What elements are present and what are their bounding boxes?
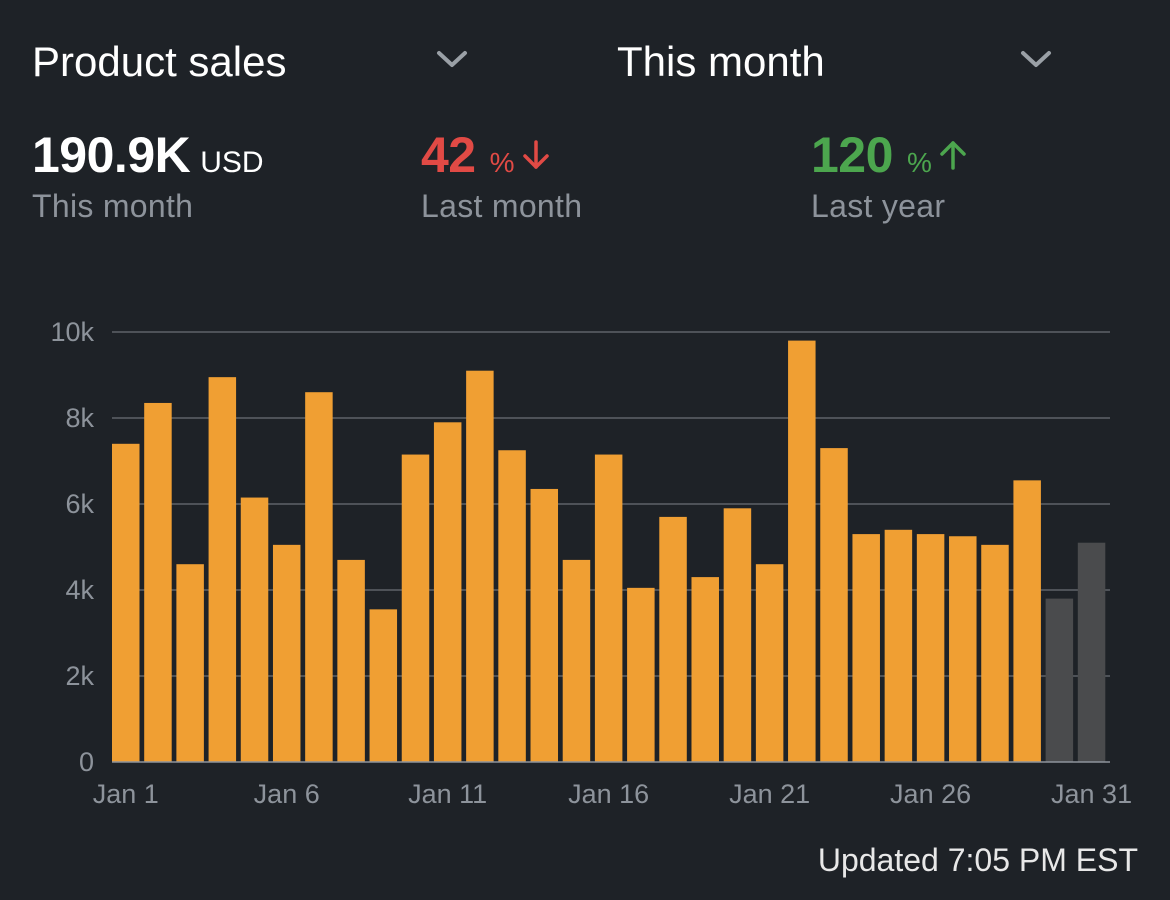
chart-bars [112,340,1110,763]
x-tick-label: Jan 1 [93,779,159,809]
last-year-change-unit: % [906,147,932,178]
bar[interactable] [659,516,687,762]
total-value: 190.9K [32,127,191,183]
last-month-change-value: 42 [421,127,476,183]
y-tick-label: 2k [65,661,94,691]
bar[interactable] [1077,542,1106,762]
total-unit: USD [200,146,264,179]
chevron-down-icon [437,51,467,67]
x-tick-label: Jan 6 [254,779,320,809]
bar[interactable] [949,536,977,762]
x-tick-label: Jan 21 [729,779,810,809]
last-year-change-value: 120 [811,127,893,183]
metric-dropdown[interactable]: Product sales [32,36,472,88]
bar[interactable] [498,450,526,762]
x-tick-label: Jan 16 [568,779,649,809]
bar[interactable] [144,402,172,762]
bar[interactable] [916,534,945,762]
bar[interactable] [1013,480,1041,762]
bar[interactable] [627,587,655,762]
bar[interactable] [369,609,398,762]
last-year-caption: Last year [811,188,946,224]
bar[interactable] [530,488,559,762]
arrow-down-icon [522,140,549,169]
chart-x-axis: Jan 1 Jan 6 Jan 11 Jan 16 Jan 21 Jan 26 Jan 31 [93,779,1132,809]
last-month-change-unit: % [489,147,515,178]
metric-dropdown-label: Product sales [32,38,287,85]
bar[interactable] [691,577,719,762]
y-tick-label: 10k [50,317,94,347]
period-dropdown-label: This month [617,38,825,85]
total-caption: This month [32,188,194,224]
bar[interactable] [788,340,816,762]
chevron-down-icon [1021,51,1051,67]
bar[interactable] [562,559,591,762]
bar[interactable] [176,564,204,762]
stat-vs-last-month: 42 % Last month [421,126,582,225]
bar[interactable] [852,534,880,762]
last-month-caption: Last month [421,188,583,224]
bar[interactable] [466,370,494,762]
x-tick-label: Jan 11 [408,779,487,809]
stat-vs-last-year: 120 % Last year [811,126,968,225]
arrow-up-icon [940,141,966,170]
bar[interactable] [755,564,784,762]
y-tick-label: 6k [65,489,94,519]
bar[interactable] [337,559,365,762]
y-tick-label: 4k [65,575,94,605]
bar[interactable] [981,544,1009,762]
bar[interactable] [594,454,623,762]
x-tick-label: Jan 26 [890,779,971,809]
period-dropdown[interactable]: This month [617,36,1057,88]
y-tick-label: 0 [79,747,94,777]
bar[interactable] [433,422,462,762]
y-tick-label: 8k [65,403,94,433]
bar[interactable] [272,544,301,762]
x-tick-label: Jan 31 [1051,779,1132,809]
sales-bar-chart: 0 2k 4k 6k 8k 10k Jan 1 Jan 6 Jan 11 Jan 16 Jan 2… [50,317,1132,809]
bar[interactable] [723,508,752,762]
bar[interactable] [112,443,140,762]
bar[interactable] [1045,598,1074,762]
bar[interactable] [240,497,269,762]
chart-y-axis: 0 2k 4k 6k 8k 10k [50,317,94,777]
stat-total: 190.9K USD This month [32,126,264,225]
bar[interactable] [884,529,913,762]
bar[interactable] [401,454,430,762]
bar[interactable] [305,392,333,762]
updated-timestamp: Updated 7:05 PM EST [817,842,1138,878]
bar[interactable] [820,448,848,762]
bar[interactable] [208,377,237,762]
